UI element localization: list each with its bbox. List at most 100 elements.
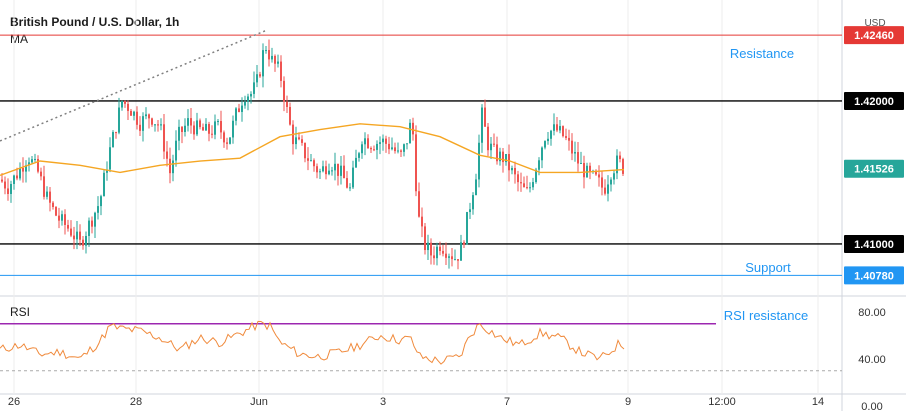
candle-body <box>553 124 555 131</box>
candle <box>79 224 81 247</box>
price-axis[interactable]: 1.42460 1.42000 1.41526 1.41000 1.40780 <box>844 26 904 285</box>
candle-body <box>538 160 540 170</box>
candle-body <box>571 140 573 154</box>
candle <box>511 165 513 175</box>
candle <box>319 168 321 180</box>
candle-body <box>598 174 600 178</box>
candle <box>181 125 183 144</box>
candle <box>136 106 138 130</box>
candle <box>10 180 12 203</box>
time-tick-label: Jun <box>250 396 268 408</box>
support-annotation: Support <box>745 260 791 275</box>
candle <box>466 211 468 245</box>
indicator-label: MA <box>10 32 28 46</box>
candle-body <box>268 50 270 60</box>
candle-body <box>547 138 549 142</box>
time-tick-label: 12:00 <box>708 396 736 408</box>
candle-body <box>187 118 189 126</box>
candle-body <box>436 246 438 259</box>
candle-body <box>310 160 312 162</box>
candle-body <box>256 74 258 83</box>
candle <box>388 136 390 155</box>
candle-body <box>490 143 492 151</box>
candle <box>430 238 432 265</box>
candle-body <box>394 147 396 152</box>
candle-body <box>388 143 390 150</box>
candle-body <box>121 101 123 108</box>
candle-body <box>601 177 603 188</box>
candle-body <box>442 250 444 254</box>
candle-body <box>289 106 291 125</box>
candle-body <box>295 137 297 145</box>
candle-body <box>22 167 24 172</box>
candle <box>529 182 531 193</box>
price-tag-1.40780: 1.40780 <box>844 266 904 285</box>
candle <box>133 110 135 121</box>
candles <box>1 39 624 270</box>
candle <box>121 100 123 111</box>
rsi-pane[interactable]: RSI RSI resistance 80.00 40.00 0.00 <box>0 305 886 413</box>
candle-body <box>262 50 264 77</box>
candle-body <box>247 96 249 102</box>
candle <box>604 179 606 196</box>
candle-body <box>619 155 621 160</box>
candle-body <box>613 173 615 180</box>
candle-body <box>232 120 234 138</box>
candle <box>439 241 441 256</box>
candle <box>322 160 324 173</box>
candle <box>406 143 408 150</box>
candle-body <box>244 101 246 106</box>
candle <box>508 144 510 182</box>
candle <box>337 163 339 186</box>
candle <box>397 142 399 154</box>
candle-body <box>184 125 186 133</box>
candle-body <box>169 158 171 174</box>
candle <box>352 160 354 190</box>
candle-body <box>448 256 450 258</box>
candle <box>496 136 498 165</box>
candle <box>610 177 612 192</box>
candle <box>415 125 417 197</box>
candle-body <box>217 121 219 123</box>
candle-body <box>616 155 618 174</box>
candle <box>391 137 393 151</box>
candle-body <box>166 151 168 159</box>
candle-body <box>112 132 114 148</box>
rsi-label: RSI <box>10 305 30 319</box>
candle <box>493 133 495 148</box>
candle <box>145 107 147 120</box>
candle <box>46 186 48 200</box>
candle-body <box>496 144 498 162</box>
time-axis[interactable]: 26 28 Jun 3 7 9 12:00 14 <box>8 396 824 408</box>
candle <box>7 178 9 201</box>
candle <box>76 221 78 250</box>
candle-body <box>19 167 21 179</box>
candle <box>127 100 129 120</box>
candle-body <box>304 142 306 159</box>
candle <box>577 142 579 172</box>
candle <box>559 120 561 134</box>
candle <box>229 137 231 145</box>
candle-body <box>595 170 597 175</box>
price-tag-box <box>844 266 904 285</box>
candle-body <box>139 124 141 131</box>
candle <box>274 54 276 72</box>
candle-body <box>529 187 531 189</box>
candle <box>301 135 303 146</box>
candle <box>562 125 564 138</box>
candle-body <box>565 136 567 138</box>
time-tick-label: 26 <box>8 396 20 408</box>
candle <box>202 123 204 131</box>
candle-body <box>124 101 126 104</box>
candle-body <box>199 120 201 128</box>
candle-body <box>589 165 591 172</box>
candle <box>226 137 228 150</box>
time-tick-label: 14 <box>812 396 824 408</box>
candle-body <box>211 133 213 135</box>
candle-body <box>313 160 315 167</box>
candle <box>58 207 60 229</box>
candle-body <box>322 166 324 172</box>
